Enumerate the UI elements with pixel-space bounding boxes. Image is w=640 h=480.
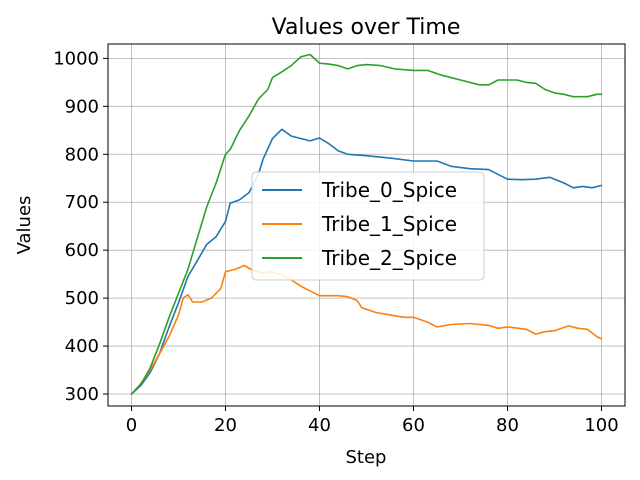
y-tick-label: 400	[65, 336, 99, 357]
x-axis-ticks: 0 20 40 60 80 100	[126, 406, 619, 436]
y-tick-label: 800	[65, 144, 99, 165]
y-tick-label: 300	[65, 384, 99, 405]
x-tick-label: 80	[496, 415, 519, 436]
legend-box	[251, 171, 485, 281]
y-tick-label: 1000	[53, 48, 99, 69]
y-tick-label: 500	[65, 288, 99, 309]
y-tick-label: 600	[65, 240, 99, 261]
legend-label-tribe-1-spice: Tribe_1_Spice	[321, 212, 457, 236]
legend-label-tribe-0-spice: Tribe_0_Spice	[321, 178, 457, 202]
x-tick-label: 100	[584, 415, 618, 436]
y-tick-label: 700	[65, 192, 99, 213]
series-line-tribe-1-spice	[130, 264, 603, 395]
legend: Tribe_0_Spice Tribe_1_Spice Tribe_2_Spice	[251, 171, 485, 281]
series-lines	[130, 53, 603, 395]
y-tick-label: 900	[65, 96, 99, 117]
x-tick-label: 40	[308, 415, 331, 436]
x-axis-label: Step	[346, 447, 387, 468]
x-tick-label: 0	[126, 415, 137, 436]
grid	[108, 44, 625, 406]
series-line-tribe-0-spice	[130, 128, 603, 395]
y-axis-ticks: 300 400 500 600 700 800 900 1000	[53, 48, 108, 405]
plot-frame	[107, 43, 626, 407]
y-axis-label: Values	[14, 196, 35, 255]
legend-label-tribe-2-spice: Tribe_2_Spice	[321, 246, 457, 270]
x-tick-label: 60	[402, 415, 425, 436]
chart-title: Values over Time	[272, 15, 461, 40]
x-tick-label: 20	[214, 415, 237, 436]
series-line-tribe-2-spice	[130, 53, 603, 395]
